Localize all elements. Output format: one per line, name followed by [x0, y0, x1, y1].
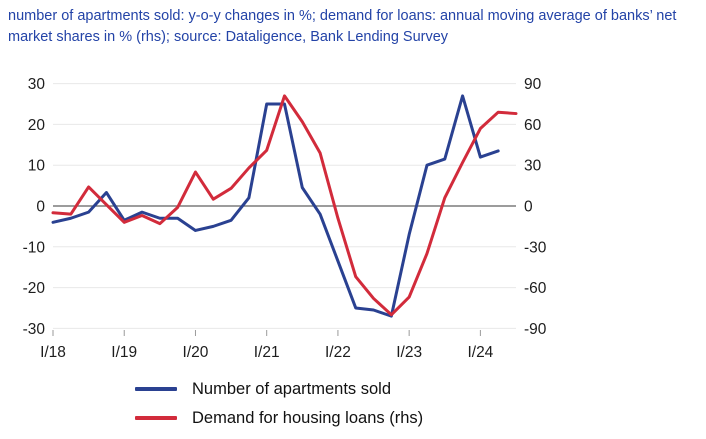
legend-item-loans: Demand for housing loans (rhs) [135, 407, 423, 429]
x-axis-tick-label: I/22 [325, 344, 351, 361]
legend-swatch-loans [135, 416, 177, 420]
right-axis-tick-label: -90 [524, 321, 547, 338]
right-axis-tick-label: 0 [524, 199, 533, 216]
left-axis-tick-label: -10 [23, 239, 46, 256]
x-axis-tick-label: I/20 [183, 344, 209, 361]
chart-title: number of apartments sold: y-o-y changes… [8, 6, 704, 48]
left-axis-tick-label: 10 [28, 158, 46, 175]
chart-title-line1: number of apartments sold: y-o-y changes… [8, 8, 677, 24]
series-line-apartments [51, 94, 500, 318]
x-axis-tick-label: I/19 [111, 344, 137, 361]
x-axis-tick-label: I/18 [40, 344, 66, 361]
legend: Number of apartments sold Demand for hou… [135, 378, 423, 429]
right-axis-tick-label: 30 [524, 158, 542, 175]
left-axis-tick-label: 20 [28, 117, 46, 134]
right-axis-tick-label: 60 [524, 117, 542, 134]
legend-label-loans: Demand for housing loans (rhs) [192, 408, 424, 427]
legend-item-apartments: Number of apartments sold [135, 378, 423, 400]
series-line-loans [51, 94, 518, 317]
legend-label-apartments: Number of apartments sold [192, 379, 392, 398]
legend-swatch-apartments [135, 387, 177, 391]
left-axis-tick-label: -30 [23, 321, 46, 338]
right-axis-tick-label: 90 [524, 76, 542, 93]
chart-title-line2: market shares in % (rhs); source: Datali… [8, 29, 449, 45]
left-axis-tick-label: 0 [36, 199, 45, 216]
left-axis-tick-label: -20 [23, 280, 46, 297]
x-axis-tick-label: I/21 [254, 344, 280, 361]
right-axis-tick-label: -60 [524, 280, 547, 297]
left-axis-tick-label: 30 [28, 76, 46, 93]
x-axis-tick-label: I/24 [467, 344, 493, 361]
right-axis-tick-label: -30 [524, 239, 547, 256]
x-axis-tick-label: I/23 [396, 344, 422, 361]
